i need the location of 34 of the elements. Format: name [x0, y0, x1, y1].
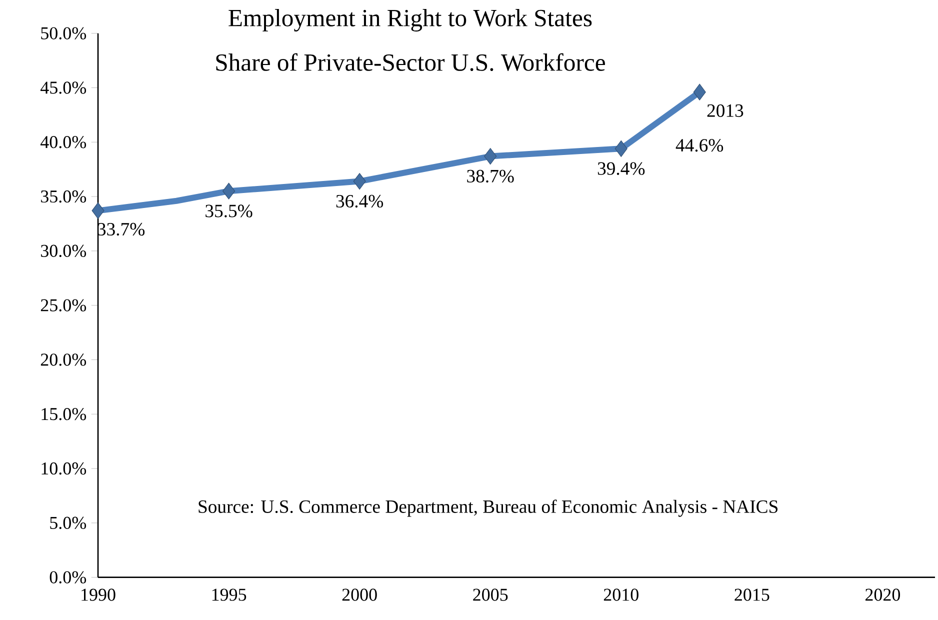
x-tick-label: 2005 [473, 588, 508, 601]
y-tick-label: 40.0% [40, 136, 86, 148]
point [484, 148, 497, 165]
point [614, 140, 628, 157]
x-tick-label: 2015 [734, 588, 770, 601]
y-tick-label: 15.0% [42, 408, 86, 420]
y-tick-label: 10.0% [42, 462, 86, 475]
annotation: 2013 [707, 104, 744, 117]
point [92, 202, 104, 219]
data-label: 33.7% [98, 222, 145, 236]
y-tick-label: 45.0% [40, 82, 86, 94]
chart-title: Employment in Right to Work States [228, 9, 592, 32]
data-label: 38.7% [467, 170, 514, 183]
data-label: 39.4% [598, 162, 645, 175]
data-label: 35.5% [206, 204, 252, 218]
x-tick-label: 2000 [342, 588, 377, 601]
x-tick-label: 2020 [865, 588, 900, 601]
annotation: Source: U.S. Commerce Department, Bureau of Economic Analysis - NAICS [198, 500, 778, 517]
point [353, 173, 366, 190]
data-label: 44.6% [676, 139, 724, 152]
y-tick-label: 50.0% [41, 27, 86, 40]
x-tick-label: 1990 [82, 588, 116, 601]
y-tick-label: 30.0% [41, 244, 86, 258]
data-label: 36.4% [336, 194, 384, 208]
y-tick-label: 25.0% [40, 299, 86, 312]
y-tick-label: 0.0% [50, 571, 86, 584]
point [693, 84, 706, 100]
text: Share of Private-Sector U.S. Workforce [216, 53, 605, 72]
point [222, 182, 236, 200]
y-tick-label: 5.0% [50, 516, 86, 530]
x-tick-label: 1995 [212, 588, 246, 601]
y-tick-label: 35.0% [41, 190, 86, 203]
y-tick-label: 20.0% [40, 354, 86, 366]
x-tick-label: 2010 [604, 588, 638, 601]
